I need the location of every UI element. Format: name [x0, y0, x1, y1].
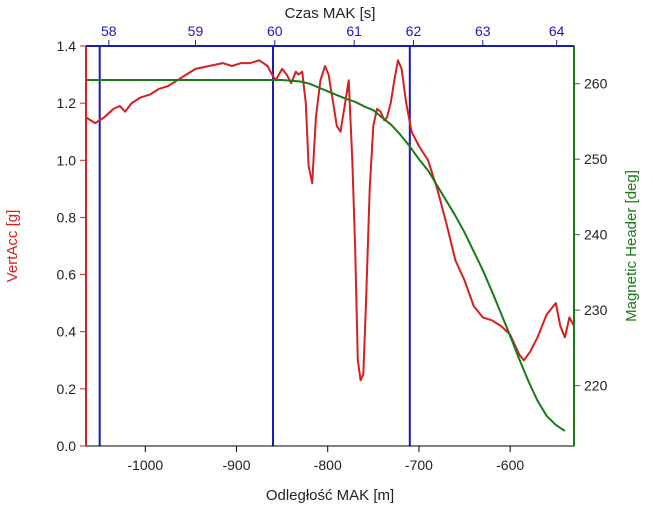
- y-left-tick-label: 1.4: [57, 38, 77, 54]
- x-axis-tick-label: -600: [496, 457, 524, 473]
- y-right-axis-title: Magnetic Header [deg]: [623, 170, 640, 322]
- y-right-tick-label: 240: [584, 227, 608, 243]
- x-axis-tick-label: -700: [405, 457, 433, 473]
- y-left-tick-label: 0.8: [57, 209, 77, 225]
- top-axis-tick-label: 60: [267, 23, 283, 39]
- y-right-tick-label: 250: [584, 151, 608, 167]
- y-left-axis-title: VertAcc [g]: [4, 210, 21, 283]
- y-left-tick-label: 0.6: [57, 267, 77, 283]
- y-left-tick-label: 1.2: [57, 95, 77, 111]
- top-axis-title: Czas MAK [s]: [285, 5, 376, 22]
- top-axis-tick-label: 62: [406, 23, 422, 39]
- top-axis-tick-label: 59: [188, 23, 204, 39]
- magnetic-header-series-line: [86, 79, 566, 432]
- y-left-tick-label: 0.0: [57, 438, 77, 454]
- plot-frame: [85, 45, 575, 447]
- x-axis-tick-label: -1000: [127, 457, 163, 473]
- y-right-tick-label: 230: [584, 302, 608, 318]
- x-axis-title: Odległość MAK [m]: [266, 487, 394, 504]
- y-right-tick-label: 220: [584, 378, 608, 394]
- y-right-tick-label: 260: [584, 76, 608, 92]
- x-axis-tick-label: -800: [314, 457, 342, 473]
- y-left-tick-label: 0.2: [57, 381, 77, 397]
- y-left-tick-label: 0.4: [57, 324, 77, 340]
- top-axis-tick-label: 58: [101, 23, 117, 39]
- y-left-tick-label: 1.0: [57, 152, 77, 168]
- vertacc-series-line: [86, 59, 574, 382]
- top-axis-tick-label: 64: [549, 23, 565, 39]
- top-axis-tick-label: 61: [346, 23, 362, 39]
- x-axis-tick-label: -900: [222, 457, 250, 473]
- top-axis-tick-label: 63: [475, 23, 491, 39]
